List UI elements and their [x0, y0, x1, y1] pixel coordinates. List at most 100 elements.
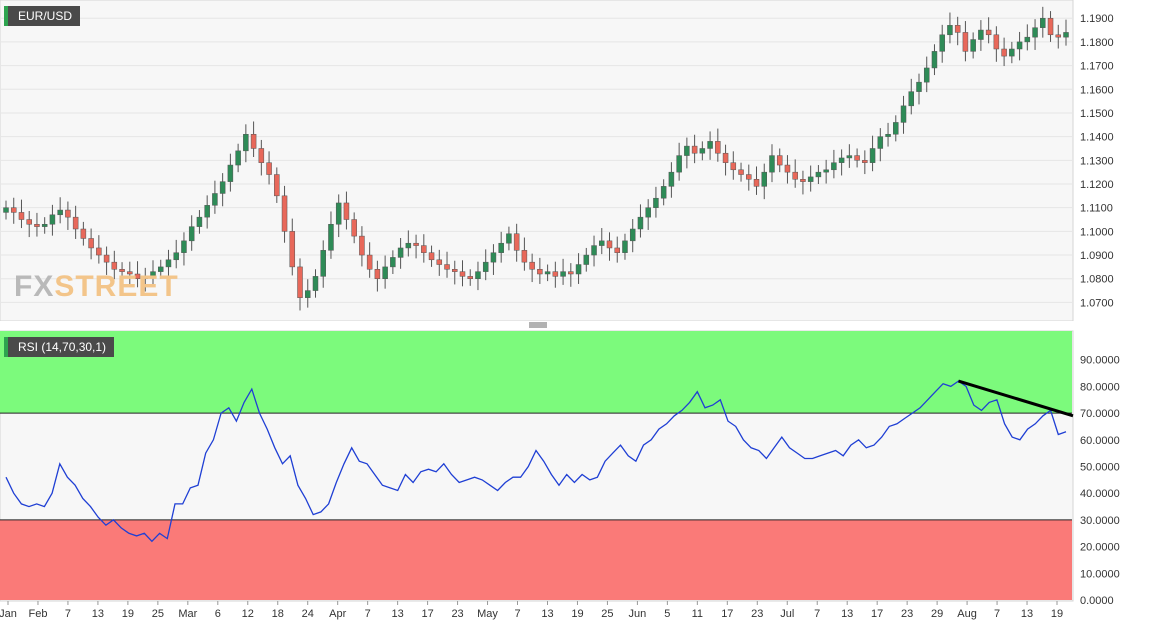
candle-body [436, 259, 443, 265]
candle-body [413, 242, 419, 246]
candle-body [637, 216, 644, 230]
candle-body [707, 141, 713, 149]
candle-body [1055, 34, 1062, 38]
rsi-axis: 0.0000 10.0000 20.0000 30.0000 40.0000 50.000… [1080, 355, 1120, 607]
candle-body [1016, 41, 1023, 50]
candle-body [629, 228, 636, 242]
x-tick-label: 18 [272, 608, 284, 620]
candle-body [993, 34, 1000, 50]
panel-splitter[interactable] [0, 321, 1154, 329]
rsi-tick-label: 30.0000 [1080, 515, 1120, 527]
candle-body [622, 240, 628, 253]
candle-body [57, 209, 63, 216]
symbol-label[interactable]: EUR/USD [4, 6, 81, 26]
candle-body [513, 233, 520, 251]
candle-body [715, 141, 721, 154]
candle-body [26, 219, 32, 225]
candle-body [390, 257, 396, 268]
candle-body [970, 39, 976, 52]
candle-body [227, 164, 234, 182]
candle-body [10, 207, 17, 213]
price-tick-label: 1.1500 [1080, 108, 1114, 120]
candle-body [119, 269, 125, 272]
rsi-trendline[interactable] [958, 379, 1074, 418]
candle-body [529, 261, 535, 270]
x-tick-label: 7 [365, 608, 371, 620]
x-tick-label: 13 [92, 608, 104, 620]
candle-body [490, 252, 497, 263]
candle-body [34, 224, 40, 227]
candle-body [204, 205, 210, 218]
splitter-handle-icon[interactable] [529, 322, 547, 328]
candle-body [467, 276, 473, 279]
candle-body [421, 245, 427, 253]
candle-body [537, 269, 543, 275]
price-tick-label: 1.0800 [1080, 274, 1114, 286]
candle-body [815, 171, 822, 178]
candle-body [660, 186, 667, 199]
x-tick-label: 17 [421, 608, 433, 620]
candle-body [165, 259, 172, 268]
indicator-label[interactable]: RSI (14,70,30,1) [4, 337, 115, 357]
candle-body [250, 134, 257, 149]
candle-body [560, 271, 566, 277]
candle-body [939, 34, 945, 52]
x-tick-label: 19 [1051, 608, 1063, 620]
x-tick-label: 13 [841, 608, 853, 620]
x-tick-label: 6 [215, 608, 221, 620]
price-axis: 1.0700 1.0800 1.0900 1.1000 1.1100 1.1200 1.13… [1080, 13, 1114, 309]
candle-body [351, 219, 357, 237]
candle-body [335, 202, 342, 225]
candle-body [266, 162, 272, 175]
candle-body [900, 105, 907, 123]
candle-body [985, 29, 992, 36]
candle-body [931, 51, 938, 69]
candle-body [746, 174, 752, 180]
candle-body [869, 148, 876, 163]
candle-body [142, 276, 149, 279]
price-tick-label: 1.1200 [1080, 179, 1114, 191]
price-tick-label: 1.1900 [1080, 13, 1114, 25]
candle-body [382, 266, 388, 279]
price-tick-label: 1.1800 [1080, 37, 1114, 49]
x-tick-label: 7 [65, 608, 71, 620]
candle-body [235, 150, 241, 166]
candle-body [366, 254, 373, 270]
candle-body [544, 271, 551, 275]
rsi-tick-label: 90.0000 [1080, 355, 1120, 367]
candle-body [885, 134, 891, 137]
x-tick-label: Jul [780, 608, 794, 620]
candle-body [397, 247, 404, 258]
candle-body [614, 247, 620, 253]
candle-body [428, 252, 435, 261]
candle-body [65, 209, 71, 218]
rsi-tick-label: 0.0000 [1080, 595, 1114, 607]
candle-body [784, 164, 791, 173]
x-tick-label: 7 [514, 608, 520, 620]
x-tick-label: 13 [541, 608, 553, 620]
candle-body [583, 254, 590, 265]
x-tick-label: May [477, 608, 498, 620]
candle-body [1009, 48, 1015, 57]
candle-body [475, 271, 481, 279]
candle-body [103, 254, 110, 263]
x-tick-label: Feb [28, 608, 47, 620]
x-tick-label: Jun [629, 608, 647, 620]
candle-body [72, 216, 79, 230]
x-tick-label: 29 [931, 608, 943, 620]
x-tick-label: 25 [601, 608, 613, 620]
candle-body [328, 224, 334, 251]
oversold-zone [0, 519, 1072, 600]
candle-body [212, 193, 218, 206]
candle-body [854, 155, 860, 161]
candle-body [568, 271, 574, 275]
candle-body [947, 25, 953, 36]
candle-body [807, 176, 814, 182]
x-tick-label: 17 [871, 608, 883, 620]
overbought-zone [0, 331, 1072, 414]
candle-body [320, 250, 326, 277]
candle-body [405, 242, 412, 249]
candle-body [954, 25, 961, 33]
candle-body [916, 81, 922, 92]
candle-body [188, 226, 195, 242]
